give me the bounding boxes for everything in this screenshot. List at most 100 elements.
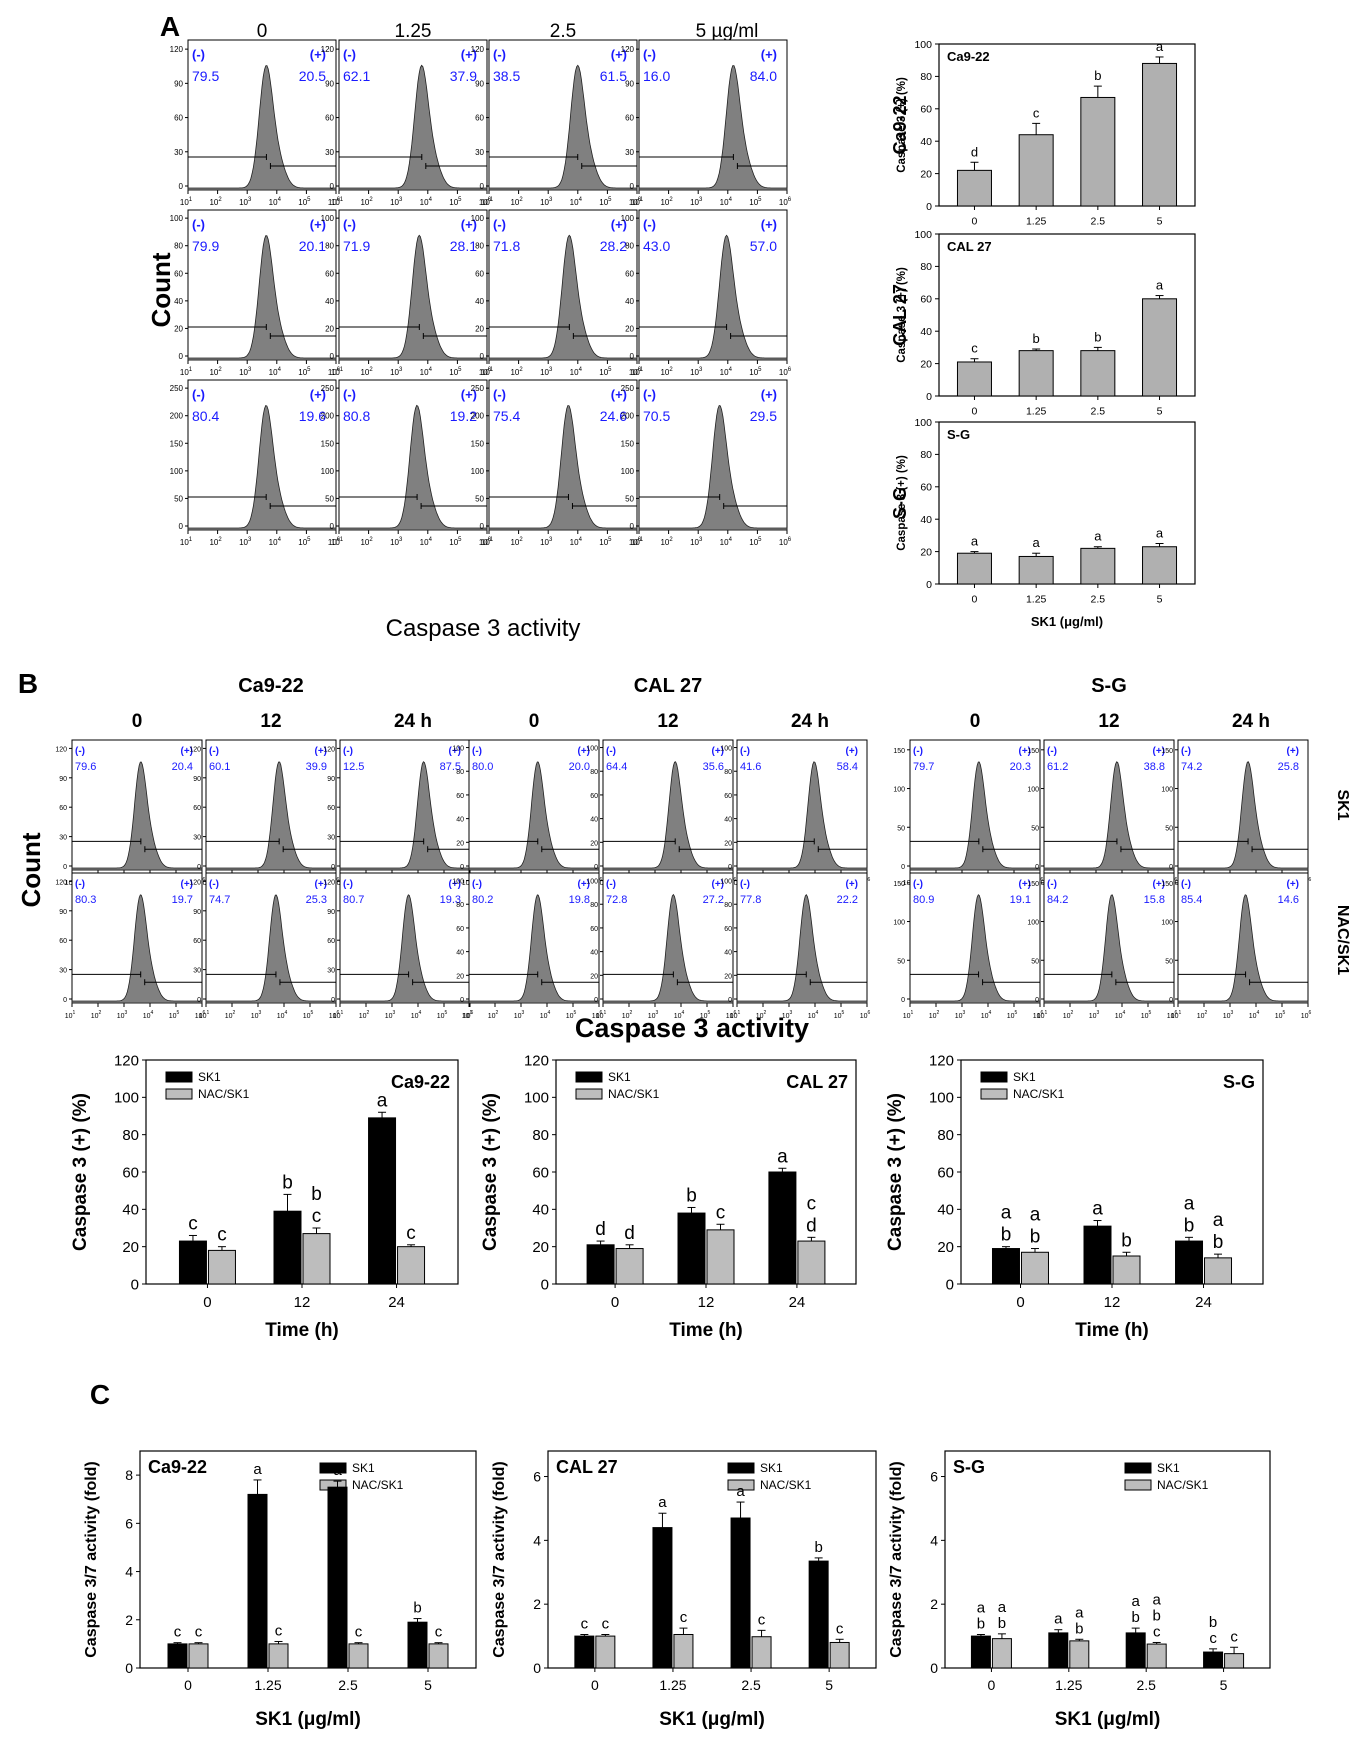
- y-tick-label: 0: [901, 864, 905, 871]
- gate-neg-value: 77.8: [740, 894, 761, 906]
- y-tick-label: 0: [179, 352, 184, 361]
- x-tick-label: 106: [195, 1010, 206, 1020]
- y-tick-label: 40: [625, 297, 634, 306]
- gate-neg-value: 80.3: [75, 894, 96, 906]
- bar: [1080, 96, 1116, 207]
- y-tick-label: 120: [323, 879, 335, 886]
- y-tick-label: 0: [197, 864, 201, 871]
- significance-letter: b: [1094, 68, 1101, 83]
- legend-swatch: [575, 1071, 603, 1083]
- x-tick-label: 0: [1016, 1294, 1024, 1311]
- x-tick-label: 101: [333, 1010, 344, 1020]
- legend-label: SK1: [1013, 1070, 1036, 1084]
- x-tick-label: 5: [825, 1677, 833, 1693]
- y-tick-label: 100: [914, 229, 932, 241]
- significance-letter: c: [188, 1213, 198, 1234]
- gate-neg-label: (-): [472, 879, 482, 890]
- chart-A-S-G: 0 20 40 60 80 100 Caspase 3 (+) (%) SK1 (μg/ml)…: [896, 417, 1196, 629]
- x-tick-label: 5: [424, 1677, 432, 1693]
- gate-pos-label: (+): [611, 217, 627, 232]
- y-tick-label: 0: [131, 1276, 139, 1293]
- histogram-peak: [187, 65, 337, 191]
- y-tick-label: 100: [321, 467, 335, 476]
- gate-pos-value: 87.5: [440, 761, 461, 773]
- histogram-B: (-) (+) 74.7 25.3 101 102 103 104 105 106 0 30 60 90 1…: [189, 872, 340, 1020]
- x-tick-label: 101: [730, 1010, 741, 1020]
- y-tick-label: 50: [325, 494, 334, 503]
- histogram-B: (-)(+)80.020.010110210310410510602040608…: [452, 739, 603, 887]
- histogram-peak: [736, 894, 868, 1004]
- significance-letter: a: [998, 1599, 1007, 1616]
- y-tick-label: 30: [325, 148, 334, 157]
- histogram-peak: [602, 893, 734, 1004]
- y-tick-label: 120: [323, 746, 335, 753]
- row-label: CAL 27: [890, 284, 910, 346]
- x-tick-label: 102: [929, 1010, 940, 1020]
- bar: [615, 1248, 644, 1285]
- gate-neg-label: (-): [643, 47, 656, 62]
- histogram-A: (-) (+) 70.5 29.5 101 102 103 104 105 106 0 50 100 15…: [621, 379, 792, 547]
- y-tick-label: 0: [930, 1660, 938, 1676]
- x-tick-label: 101: [180, 367, 193, 377]
- x-tick-label: 104: [540, 1010, 551, 1020]
- significance-letter: b: [1001, 1225, 1012, 1246]
- column-header: 1.25: [395, 21, 432, 42]
- x-tick-label: 24: [1195, 1294, 1212, 1311]
- significance-letter: b: [977, 1615, 985, 1632]
- histogram-A: (-) (+) 79.5 20.5 101 102 103 104 105 106 0 30 60 90 1…: [170, 39, 341, 207]
- bar: [1080, 350, 1116, 397]
- bar: [247, 1493, 268, 1669]
- y-tick-label: 0: [630, 522, 635, 531]
- y-tick-label: 200: [170, 412, 184, 421]
- significance-letter: d: [624, 1223, 635, 1244]
- y-tick-label: 40: [325, 297, 334, 306]
- x-tick-label: 104: [420, 367, 433, 377]
- gate-neg-label: (-): [493, 217, 506, 232]
- significance-letter: c: [971, 341, 978, 356]
- x-tick-label: 106: [1301, 1010, 1312, 1020]
- y-tick-label: 60: [475, 269, 484, 278]
- y-tick-label: 80: [475, 242, 484, 251]
- y-tick-label: 100: [586, 879, 598, 886]
- x-tick-label: 102: [510, 367, 523, 377]
- y-axis-label: Caspase 3/7 activity (fold): [83, 1461, 100, 1658]
- x-axis-label: Time (h): [1075, 1320, 1149, 1341]
- significance-letter: c: [312, 1206, 322, 1227]
- y-tick-label: 90: [59, 776, 67, 783]
- x-tick-label: 103: [690, 537, 703, 547]
- x-tick-label: 104: [1249, 1010, 1260, 1020]
- significance-letter: d: [971, 144, 978, 159]
- histogram-B: (-) (+) 80.7 19.3 101 102 103 104 105 106 0 30 60 90 1…: [323, 872, 474, 1020]
- y-tick-label: 50: [174, 494, 183, 503]
- bar: [751, 1636, 772, 1669]
- x-axis-title: Caspase 3 activity: [575, 1013, 809, 1043]
- x-tick-label: 5: [1220, 1677, 1228, 1693]
- y-tick-label: 100: [1027, 787, 1039, 794]
- histogram-peak: [338, 64, 488, 191]
- bar: [1080, 547, 1116, 585]
- x-tick-label: 102: [1063, 1010, 1074, 1020]
- histogram-B: (-) (+) 85.4 14.6 101 102 103 104 105 106 0 50 100 15…: [1161, 872, 1312, 1020]
- gate-neg-value: 79.6: [75, 761, 96, 773]
- y-tick-label: 20: [920, 358, 932, 370]
- significance-letter: a: [253, 1461, 262, 1478]
- bar: [595, 1635, 616, 1669]
- bar: [167, 1643, 188, 1669]
- bar: [1142, 546, 1178, 585]
- y-tick-label: 200: [621, 412, 635, 421]
- y-tick-label: 120: [471, 45, 485, 54]
- y-tick-label: 40: [590, 817, 598, 824]
- histogram-A: (-) (+) 79.9 20.1 101 102 103 104 105 106 0 20 40 60 8…: [170, 209, 341, 377]
- y-tick-label: 100: [621, 467, 635, 476]
- y-tick-label: 200: [321, 412, 335, 421]
- histogram-frame: [339, 739, 471, 871]
- significance-letter: b: [413, 1600, 421, 1617]
- histogram-A: (-) (+) 71.8 28.2 101 102 103 104 105 106 0 20 40 60 8…: [471, 209, 642, 377]
- y-tick-label: 80: [590, 769, 598, 776]
- y-axis-label: Caspase 3 (+) (%): [70, 1093, 91, 1251]
- gate-pos-value: 25.8: [1278, 761, 1299, 773]
- significance-letter: c: [602, 1615, 610, 1632]
- group-header: Ca9-22: [238, 675, 304, 697]
- y-tick-label: 100: [170, 214, 184, 223]
- gate-pos-label: (+): [1153, 746, 1166, 757]
